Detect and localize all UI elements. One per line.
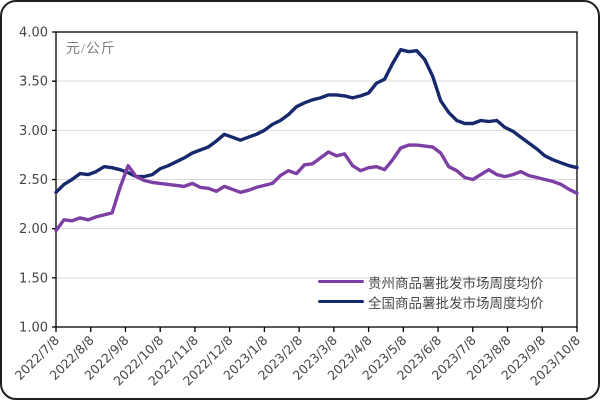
guizhou-price-line: [54, 143, 579, 233]
y-axis-unit-label: 元/公斤: [66, 42, 116, 57]
legend-item-national: 全国商品薯批发市场周度均价: [318, 293, 544, 311]
y-axis-tick-label: 4.00: [19, 26, 48, 41]
y-axis-tick-label: 1.00: [19, 321, 48, 336]
y-axis-tick-label: 3.50: [19, 75, 48, 90]
y-axis-tick-label: 3.00: [19, 124, 48, 139]
national-line-swatch: [318, 299, 364, 304]
national-price-line: [54, 48, 579, 195]
y-axis-tick-label: 2.00: [19, 222, 48, 237]
y-axis-tick-label: 1.50: [19, 271, 48, 286]
guizhou-line-swatch: [318, 279, 364, 284]
legend-label-national: 全国商品薯批发市场周度均价: [368, 295, 544, 311]
legend-item-guizhou: 贵州商品薯批发市场周度均价: [318, 273, 544, 291]
legend-label-guizhou: 贵州商品薯批发市场周度均价: [368, 275, 544, 291]
y-axis-tick-label: 2.50: [19, 173, 48, 188]
chart-legend: 贵州商品薯批发市场周度均价 全国商品薯批发市场周度均价: [318, 273, 544, 311]
